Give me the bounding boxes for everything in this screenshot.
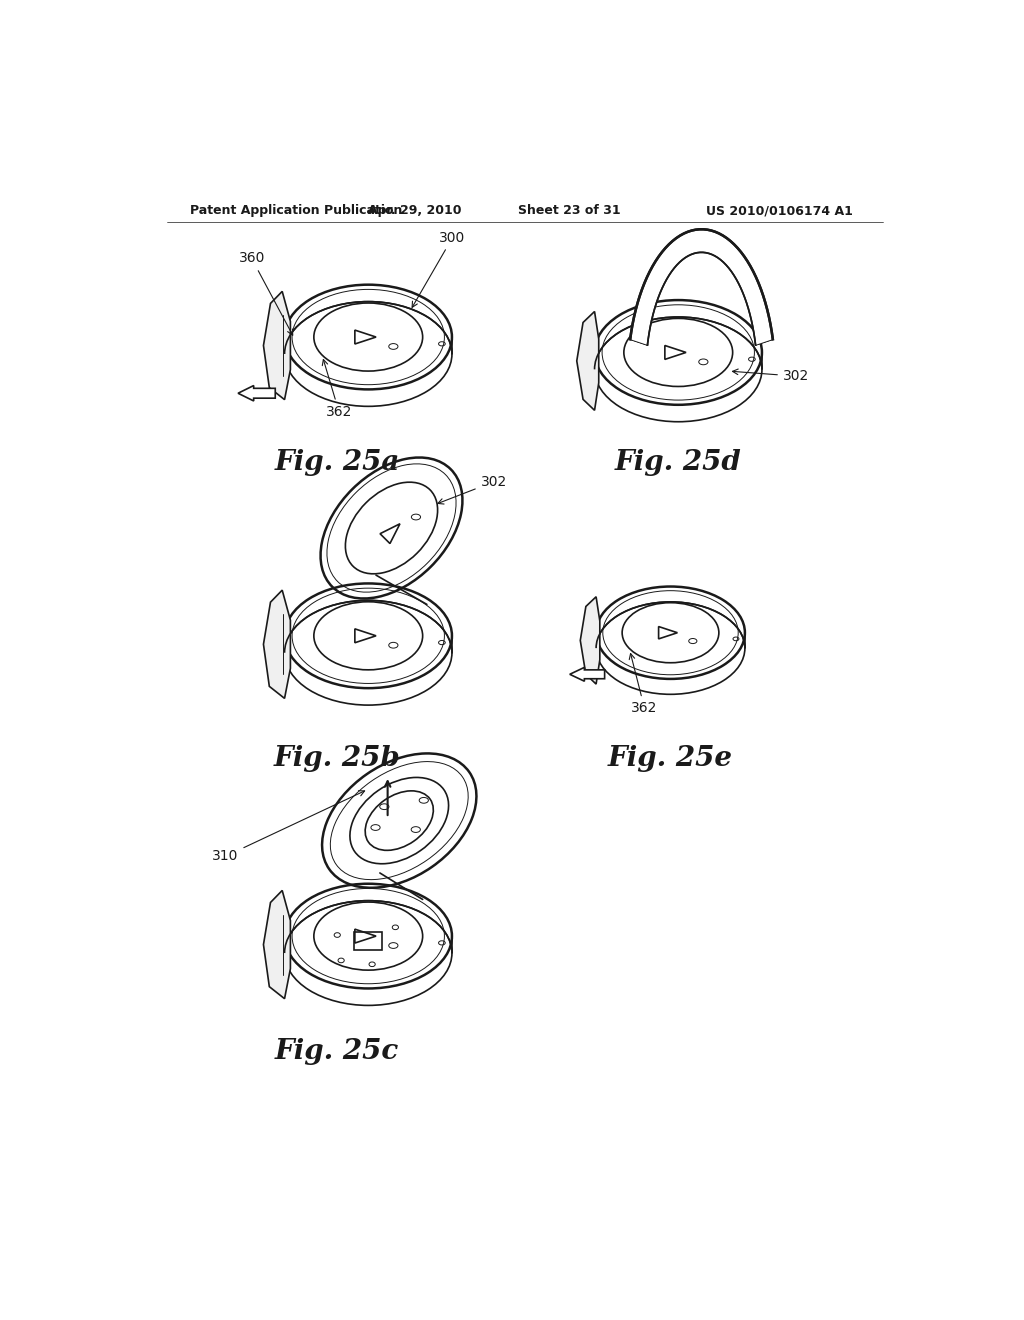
Text: US 2010/0106174 A1: US 2010/0106174 A1 [706, 205, 852, 218]
Polygon shape [263, 292, 291, 400]
Text: 360: 360 [239, 252, 293, 335]
Polygon shape [238, 385, 275, 401]
Text: Fig. 25d: Fig. 25d [614, 449, 741, 477]
Text: Fig. 25e: Fig. 25e [608, 746, 733, 772]
Polygon shape [630, 230, 773, 345]
Text: Apr. 29, 2010: Apr. 29, 2010 [368, 205, 462, 218]
Polygon shape [263, 891, 291, 999]
Text: 362: 362 [323, 359, 352, 418]
Text: Patent Application Publication: Patent Application Publication [190, 205, 402, 218]
Text: 310: 310 [212, 791, 365, 863]
Polygon shape [581, 597, 600, 684]
Polygon shape [263, 590, 291, 698]
Text: Fig. 25b: Fig. 25b [273, 746, 400, 772]
Text: 302: 302 [732, 370, 809, 383]
Polygon shape [569, 668, 604, 681]
Text: Sheet 23 of 31: Sheet 23 of 31 [518, 205, 622, 218]
Text: 362: 362 [629, 653, 657, 715]
Polygon shape [577, 312, 599, 411]
Text: 300: 300 [412, 231, 466, 308]
Text: 302: 302 [438, 475, 507, 504]
Text: Fig. 25c: Fig. 25c [275, 1038, 399, 1065]
Text: Fig. 25a: Fig. 25a [274, 449, 400, 477]
